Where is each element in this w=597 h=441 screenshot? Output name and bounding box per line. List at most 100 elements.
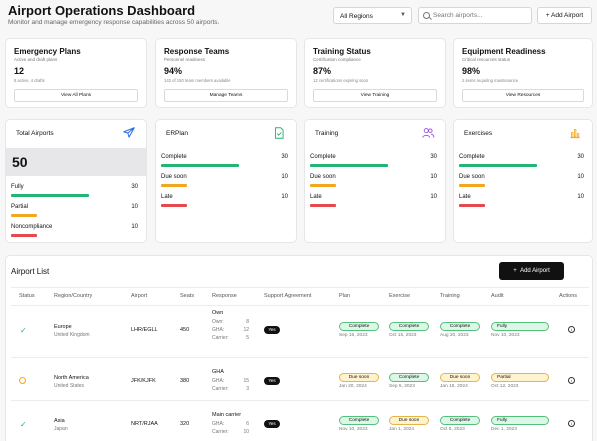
response-key: GHA: <box>212 378 225 384</box>
info-icon[interactable]: i <box>568 420 575 427</box>
column-header: Actions <box>559 293 578 299</box>
view-training-button[interactable]: View Training <box>313 89 437 102</box>
column-header: Training <box>440 293 460 299</box>
training-status-badge: Complete <box>440 322 480 331</box>
divider <box>11 305 589 306</box>
training-date: Jan 15, 2024 <box>440 384 468 389</box>
search-input[interactable] <box>433 8 528 23</box>
erplan-label: ERPlan <box>166 130 189 137</box>
manage-teams-button[interactable]: Manage Teams <box>164 89 288 102</box>
plan-status-badge: Complete <box>339 322 379 331</box>
stat-row-value: 30 <box>281 154 288 160</box>
stat-row-value: 10 <box>577 194 584 200</box>
stat-row-value: 10 <box>577 174 584 180</box>
check-icon: ✓ <box>20 326 27 335</box>
add-airport-button[interactable]: + Add Airport <box>537 7 592 24</box>
stat-row-label: Complete <box>161 154 187 160</box>
stat-row-label: Due soon <box>459 174 485 180</box>
card-desc: Personnel readiness <box>164 57 206 62</box>
response-value: 6 <box>246 421 249 427</box>
airport-code: JFK/KJFK <box>131 378 156 384</box>
audit-date: Nov 10, 2023 <box>491 333 520 338</box>
exercise-date: Jan 1, 2024 <box>389 427 415 432</box>
response-value: 15 <box>243 378 249 384</box>
training-status-badge: Due soon <box>440 373 480 382</box>
summary-card-training-status: Training Status Certification compliance… <box>304 38 446 108</box>
column-header: Plan <box>339 293 351 299</box>
stat-row-value: 10 <box>430 174 437 180</box>
region-name: Asia <box>54 418 65 424</box>
audit-status-badge: Partial <box>491 373 549 382</box>
airport-list-title: Airport List <box>11 267 50 276</box>
training-label: Training <box>315 130 339 137</box>
card-desc: Certification compliance <box>313 57 361 62</box>
stat-row-bar <box>310 184 336 187</box>
plan-date: Sep 15, 2023 <box>339 333 368 338</box>
summary-card-response-teams: Response Teams Personnel readiness 94% 1… <box>155 38 297 108</box>
card-note: 142 of 150 team members available <box>164 78 231 83</box>
stat-row-value: 10 <box>281 174 288 180</box>
stat-row-bar <box>161 184 187 187</box>
audit-date: Dec 1, 2023 <box>491 427 517 432</box>
page-title: Airport Operations Dashboard <box>8 3 196 18</box>
stat-row-bar <box>11 234 37 237</box>
stat-row-bar <box>459 204 485 207</box>
column-header: Status <box>19 293 35 299</box>
response-key: Carrier: <box>212 386 229 392</box>
clock-icon <box>19 377 26 384</box>
add-airport-list-button[interactable]: + Add Airport <box>499 262 564 280</box>
stat-row-bar <box>459 184 485 187</box>
info-icon[interactable]: i <box>568 326 575 333</box>
exercise-date: Oct 15, 2023 <box>389 333 417 338</box>
stat-row-bar <box>161 164 239 167</box>
stat-row-value: 10 <box>430 194 437 200</box>
airport-list-panel: Airport List + Add Airport Status Region/… <box>5 255 593 441</box>
total-airports-value: 50 <box>12 154 28 170</box>
seats-value: 320 <box>180 421 190 427</box>
stat-row-label: Due soon <box>161 174 187 180</box>
airport-code: LHR/EGLL <box>131 327 158 333</box>
summary-card-emergency-plans: Emergency Plans Active and draft plans 1… <box>5 38 147 108</box>
stat-row-label: Fully <box>11 184 24 190</box>
total-airports-band <box>6 148 146 176</box>
card-note: 12 certifications expiring soon <box>313 78 369 83</box>
stat-row-bar <box>161 204 187 207</box>
response-title: GHA <box>212 369 224 375</box>
exercises-card: Exercises Complete 30 Due soon 10 Late 10 <box>453 119 593 243</box>
plan-date: Jan 20, 2024 <box>339 384 367 389</box>
stat-row-label: Complete <box>310 154 336 160</box>
stat-row-value: 10 <box>131 224 138 230</box>
country-name: Japan <box>54 426 68 432</box>
stat-row-label: Partial <box>11 204 29 210</box>
view-all-plans-button[interactable]: View All Plans <box>14 89 138 102</box>
support-badge: Yes <box>264 420 280 428</box>
plane-icon <box>123 127 135 138</box>
audit-date: Oct 12, 2023 <box>491 384 519 389</box>
response-key: Carrier: <box>212 429 229 435</box>
exercise-date: Sep 5, 2023 <box>389 384 415 389</box>
column-header: Audit <box>491 293 504 299</box>
info-icon[interactable]: i <box>568 377 575 384</box>
training-card: Training Complete 30 Due soon 10 Late 10 <box>304 119 446 243</box>
response-key: Carrier: <box>212 335 229 341</box>
training-date: Oct 5, 2023 <box>440 427 465 432</box>
column-header: Support Agreement <box>264 293 312 299</box>
stat-row-bar <box>459 164 537 167</box>
view-resources-button[interactable]: View Resources <box>462 89 584 102</box>
response-key: GHA: <box>212 421 225 427</box>
exercise-status-badge: Complete <box>389 322 429 331</box>
region-select[interactable]: All Regions ▼ <box>333 7 412 24</box>
card-title: Equipment Readiness <box>462 47 546 56</box>
chevron-down-icon: ▼ <box>400 12 406 18</box>
country-name: United States <box>54 383 85 389</box>
card-title: Emergency Plans <box>14 47 81 56</box>
total-airports-label: Total Airports <box>16 130 54 137</box>
divider <box>11 357 589 358</box>
audit-status-badge: Fully <box>491 322 549 331</box>
card-note: 8 active, 4 drafts <box>14 78 45 83</box>
total-airports-card: Total Airports 50 Fully 30 Partial 10 Noncom… <box>5 119 147 243</box>
search-box[interactable] <box>418 7 532 24</box>
page-subtitle: Monitor and manage emergency response ca… <box>8 19 220 26</box>
support-badge: Yes <box>264 326 280 334</box>
check-icon: ✓ <box>20 420 27 429</box>
